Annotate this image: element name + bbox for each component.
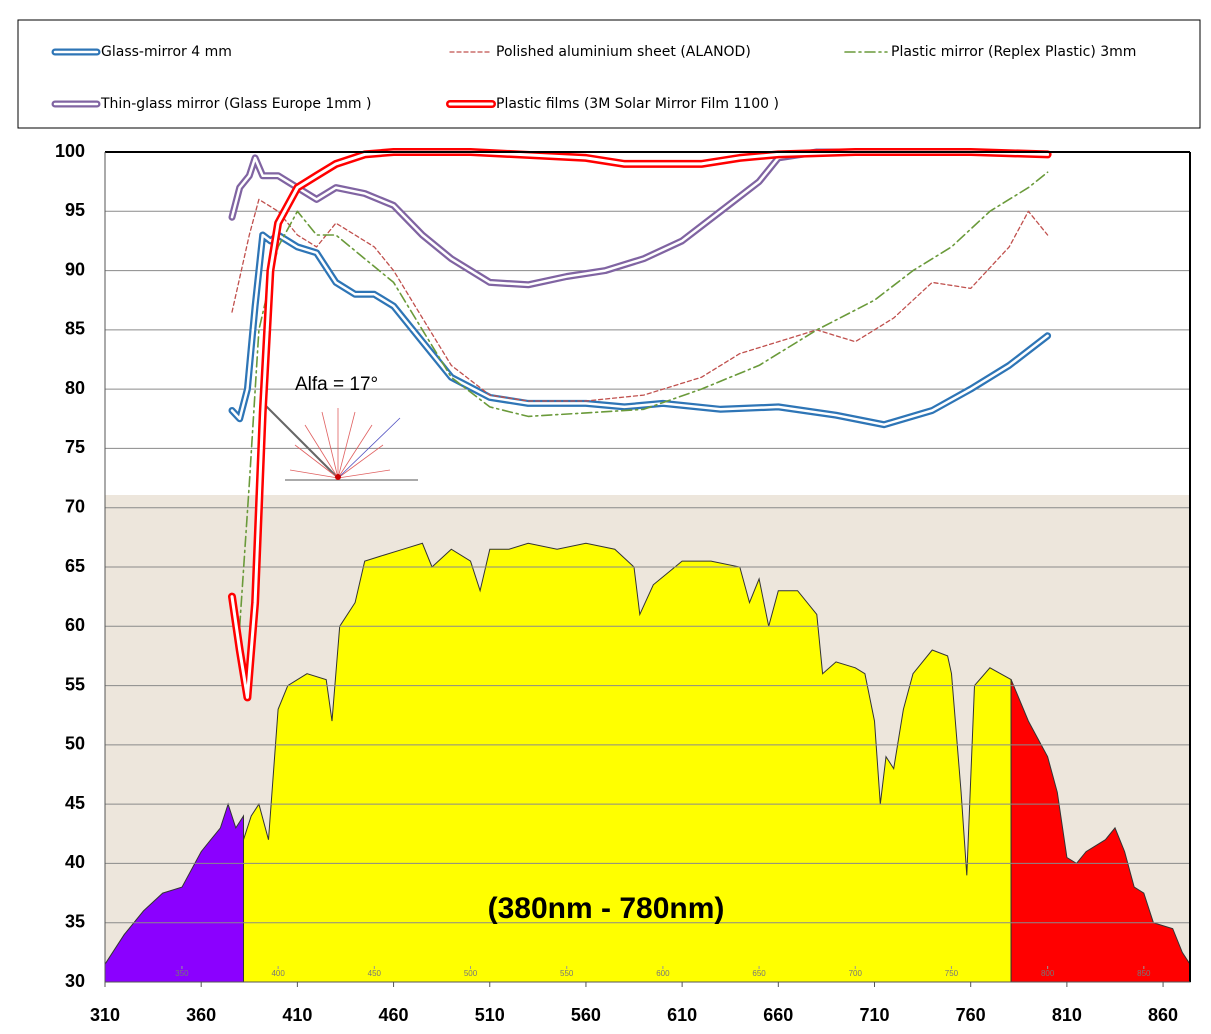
y-tick-label: 40 — [65, 852, 85, 872]
legend-label: Plastic films (3M Solar Mirror Film 1100… — [496, 96, 779, 112]
x-tick-label: 560 — [571, 1005, 601, 1025]
y-tick-label: 85 — [65, 319, 85, 339]
x2-tick-label: 450 — [368, 969, 382, 978]
series-line-core — [230, 233, 1049, 426]
y-tick-label: 60 — [65, 615, 85, 635]
x2-tick-label: 400 — [271, 969, 285, 978]
spectrum-layer — [104, 542, 1191, 983]
x-tick-label: 710 — [859, 1005, 889, 1025]
y-tick-label: 95 — [65, 200, 85, 220]
series-line-core — [230, 150, 972, 287]
legend-label: Plastic mirror (Replex Plastic) 3mm — [891, 44, 1136, 60]
x-tick-label: 410 — [282, 1005, 312, 1025]
angle-annotation: Alfa = 17° — [295, 374, 378, 395]
x2-tick-label: 350 — [175, 969, 189, 978]
y-tick-label: 90 — [65, 259, 85, 279]
y-tick-label: 75 — [65, 437, 85, 457]
series-line — [231, 198, 1049, 402]
x2-tick-label: 500 — [464, 969, 478, 978]
inset-diagram — [261, 401, 418, 481]
x-tick-label: 760 — [956, 1005, 986, 1025]
reflection-fan — [289, 408, 401, 479]
x-tick-label: 310 — [90, 1005, 120, 1025]
x-tick-label: 810 — [1052, 1005, 1082, 1025]
y-tick-label: 80 — [65, 378, 85, 398]
y-tick-label: 100 — [55, 141, 85, 161]
y-tick-label: 65 — [65, 556, 85, 576]
y-tick-label: 30 — [65, 971, 85, 991]
x2-tick-label: 750 — [945, 969, 959, 978]
inset-point — [335, 474, 341, 480]
spectrum-area — [104, 802, 244, 983]
legend: Glass-mirror 4 mm Polished aluminium shee… — [51, 44, 1136, 112]
x2-tick-label: 800 — [1041, 969, 1055, 978]
series-line — [238, 171, 1049, 628]
spectrum-area — [1010, 679, 1191, 983]
x2-tick-label: 700 — [849, 969, 863, 978]
x-tick-label: 460 — [379, 1005, 409, 1025]
tick-layer: 30 35 40 45 50 55 60 65 70 75 80 85 90 95 100 310 360 410… — [55, 141, 1178, 1025]
x2-tick-label: 550 — [560, 969, 574, 978]
y-tick-label: 70 — [65, 496, 85, 516]
legend-label: Glass-mirror 4 mm — [101, 44, 232, 60]
band-annotation: (380nm - 780nm) — [488, 892, 725, 925]
series-line-core — [230, 150, 1050, 699]
x2-tick-label: 850 — [1137, 969, 1151, 978]
x-tick-label: 860 — [1148, 1005, 1178, 1025]
x-tick-label: 610 — [667, 1005, 697, 1025]
incident-ray — [261, 401, 339, 479]
legend-label: Polished aluminium sheet (ALANOD) — [496, 44, 751, 60]
x-tick-label: 660 — [763, 1005, 793, 1025]
y-tick-label: 45 — [65, 793, 85, 813]
y-tick-label: 55 — [65, 674, 85, 694]
x2-tick-label: 600 — [656, 969, 670, 978]
y-tick-label: 50 — [65, 734, 85, 754]
spectrum-area — [243, 542, 1012, 983]
x-tick-label: 510 — [475, 1005, 505, 1025]
y-tick-label: 35 — [65, 911, 85, 931]
legend-label: Thin-glass mirror (Glass Europe 1mm ) — [100, 96, 371, 112]
series-layer — [228, 148, 1052, 702]
x-tick-label: 360 — [186, 1005, 216, 1025]
x2-tick-label: 650 — [752, 969, 766, 978]
legend-box — [17, 19, 1201, 129]
